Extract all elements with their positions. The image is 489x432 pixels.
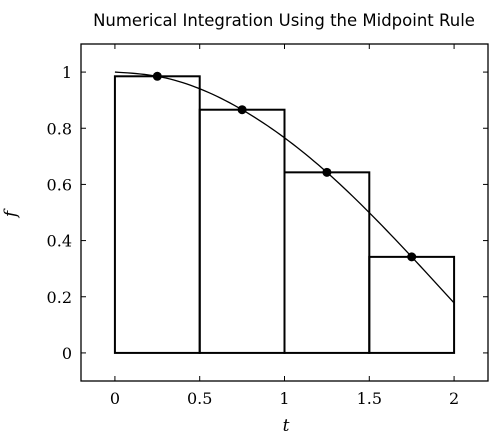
plot-area: 0 0.5 1 1.5 2 0 0.2 0.4 0.6 0.8 1: [47, 43, 489, 408]
midpoint-rectangle: [113, 75, 201, 354]
y-tick-label: 0.4: [47, 232, 72, 251]
y-axis-label: f: [1, 208, 21, 219]
chart-title: Numerical Integration Using the Midpoint…: [93, 11, 475, 30]
midpoint-rectangle: [368, 255, 456, 354]
function-curve: [114, 71, 455, 304]
midpoint-marker: [152, 71, 162, 81]
x-tick-label: 1: [279, 389, 289, 408]
y-tick-label: 1: [62, 63, 72, 82]
y-tick-label: 0.2: [47, 288, 72, 307]
midpoint-marker: [237, 105, 247, 115]
y-tick-label: 0: [62, 344, 72, 363]
midpoint-marker: [407, 252, 417, 262]
y-tick-label: 0.8: [47, 119, 72, 138]
x-tick-label: 2: [449, 389, 459, 408]
x-tick-label: 1.5: [357, 389, 382, 408]
x-tick-label: 0.5: [187, 389, 212, 408]
midpoint-marker: [322, 167, 332, 177]
y-tick-label: 0.6: [47, 175, 72, 194]
midpoint-rectangle: [198, 108, 286, 354]
x-axis-label: t: [283, 416, 290, 432]
x-tick-label: 0: [110, 389, 120, 408]
